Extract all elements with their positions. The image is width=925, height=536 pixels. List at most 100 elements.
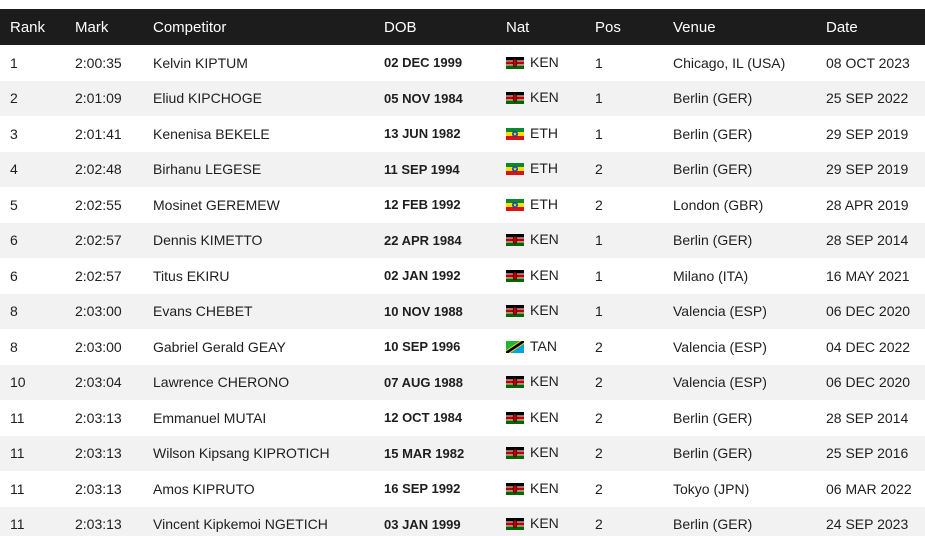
cell-mark: 2:03:00: [75, 303, 122, 320]
table-row[interactable]: 2 2:01:09 Eliud KIPCHOGE 05 NOV 1984 KEN 1 Ber…: [0, 80, 925, 116]
cell-mark: 2:02:55: [75, 196, 122, 213]
table-row[interactable]: 11 2:03:13 Wilson Kipsang KIPROTICH 15 MAR …: [0, 435, 925, 471]
cell-date: 24 SEP 2023: [826, 516, 909, 533]
cell-rank: 10: [10, 374, 26, 391]
header-pos[interactable]: Pos: [595, 18, 621, 36]
cell-competitor[interactable]: Vincent Kipkemoi NGETICH: [153, 516, 328, 533]
table-row[interactable]: 8 2:03:00 Evans CHEBET 10 NOV 1988 KEN 1 Valen…: [0, 293, 925, 329]
cell-mark: 2:01:09: [75, 90, 122, 107]
nat-wrap: KEN: [506, 231, 559, 247]
nat-code: ETH: [530, 195, 558, 212]
cell-pos: 1: [595, 232, 603, 249]
table-row[interactable]: 8 2:03:00 Gabriel Gerald GEAY 10 SEP 1996 TA…: [0, 329, 925, 365]
cell-pos: 2: [595, 196, 603, 213]
cell-rank: 1: [10, 54, 18, 71]
cell-competitor[interactable]: Kelvin KIPTUM: [153, 54, 248, 71]
ethiopia-flag-icon: [506, 127, 524, 140]
cell-venue: Valencia (ESP): [673, 374, 767, 391]
cell-rank: 3: [10, 125, 18, 142]
cell-competitor[interactable]: Mosinet GEREMEW: [153, 196, 280, 213]
table-row[interactable]: 11 2:03:13 Vincent Kipkemoi NGETICH 03 JAN …: [0, 506, 925, 536]
header-competitor[interactable]: Competitor: [153, 18, 227, 36]
nat-wrap: KEN: [506, 373, 559, 389]
header-rank[interactable]: Rank: [10, 18, 46, 36]
table-row[interactable]: 3 2:01:41 Kenenisa BEKELE 13 JUN 1982 ETH 1 Be…: [0, 116, 925, 152]
cell-competitor[interactable]: Dennis KIMETTO: [153, 232, 263, 249]
cell-competitor[interactable]: Kenenisa BEKELE: [153, 125, 270, 142]
cell-competitor[interactable]: Evans CHEBET: [153, 303, 253, 320]
header-nat[interactable]: Nat: [506, 18, 530, 36]
cell-competitor[interactable]: Emmanuel MUTAI: [153, 409, 267, 426]
kenya-flag-icon: [506, 304, 524, 318]
cell-dob: 07 AUG 1988: [384, 374, 464, 390]
table-row[interactable]: 11 2:03:13 Emmanuel MUTAI 12 OCT 1984 KEN 2 Be…: [0, 400, 925, 436]
cell-pos: 2: [595, 409, 603, 426]
table-body: 1 2:00:35 Kelvin KIPTUM 02 DEC 1999 KEN 1 Chic…: [0, 45, 925, 536]
cell-venue: Berlin (GER): [673, 232, 753, 249]
cell-date: 25 SEP 2016: [826, 445, 909, 462]
cell-date: 28 SEP 2014: [826, 232, 909, 249]
nat-wrap: TAN: [506, 338, 557, 354]
nat-code: KEN: [530, 479, 559, 496]
table-row[interactable]: 11 2:03:13 Amos KIPRUTO 16 SEP 1992 KEN 2 Toky…: [0, 471, 925, 507]
cell-venue: Berlin (GER): [673, 161, 753, 178]
nat-code: ETH: [530, 124, 558, 141]
cell-mark: 2:03:13: [75, 516, 122, 533]
cell-nat: KEN: [506, 365, 595, 401]
kenya-flag-icon: [506, 375, 524, 389]
header-dob[interactable]: DOB: [384, 18, 417, 36]
nat-wrap: KEN: [506, 444, 559, 460]
header-date[interactable]: Date: [826, 18, 858, 36]
table-header: Rank Mark Competitor DOB Nat Pos Venue D…: [0, 9, 925, 45]
cell-venue: Berlin (GER): [673, 409, 753, 426]
cell-venue: Valencia (ESP): [673, 338, 767, 355]
cell-pos: 1: [595, 303, 603, 320]
table-row[interactable]: 5 2:02:55 Mosinet GEREMEW 12 FEB 1992 ETH 2 Lo…: [0, 187, 925, 223]
kenya-flag-icon: [506, 446, 524, 460]
cell-venue: Berlin (GER): [673, 125, 753, 142]
cell-competitor[interactable]: Eliud KIPCHOGE: [153, 90, 262, 107]
nat-code: KEN: [530, 53, 559, 70]
table-row[interactable]: 6 2:02:57 Dennis KIMETTO 22 APR 1984 KEN 1 Ber…: [0, 222, 925, 259]
cell-rank: 8: [10, 303, 18, 320]
header-venue[interactable]: Venue: [673, 18, 716, 36]
nat-code: KEN: [530, 302, 559, 319]
cell-dob: 16 SEP 1992: [384, 481, 461, 497]
cell-mark: 2:02:48: [75, 161, 122, 178]
header-mark[interactable]: Mark: [75, 18, 109, 36]
nat-wrap: KEN: [506, 480, 559, 496]
cell-dob: 22 APR 1984: [384, 232, 462, 248]
table-row[interactable]: 10 2:03:04 Lawrence CHERONO 07 AUG 1988 KEN 2…: [0, 364, 925, 401]
table-row[interactable]: 6 2:02:57 Titus EKIRU 02 JAN 1992 KEN 1 Milano…: [0, 258, 925, 294]
cell-dob: 02 DEC 1999: [384, 55, 463, 71]
cell-competitor[interactable]: Wilson Kipsang KIPROTICH: [153, 445, 330, 462]
table-row[interactable]: 4 2:02:48 Birhanu LEGESE 11 SEP 1994 ETH 2 Ber…: [0, 151, 925, 187]
cell-competitor[interactable]: Gabriel Gerald GEAY: [153, 338, 286, 355]
nat-wrap: KEN: [506, 54, 559, 70]
cell-rank: 11: [10, 480, 25, 497]
cell-nat: KEN: [506, 258, 595, 294]
cell-mark: 2:03:04: [75, 374, 122, 391]
cell-nat: KEN: [506, 223, 595, 259]
nat-code: KEN: [530, 408, 559, 425]
nat-wrap: KEN: [506, 515, 559, 531]
nat-code: KEN: [530, 515, 559, 532]
kenya-flag-icon: [506, 517, 524, 531]
cell-pos: 1: [595, 267, 603, 284]
cell-pos: 1: [595, 125, 603, 142]
table-row[interactable]: 1 2:00:35 Kelvin KIPTUM 02 DEC 1999 KEN 1 Chic…: [0, 45, 925, 81]
nat-wrap: KEN: [506, 302, 559, 318]
cell-competitor[interactable]: Lawrence CHERONO: [153, 374, 290, 391]
cell-venue: London (GBR): [673, 196, 764, 213]
nat-wrap: KEN: [506, 409, 559, 425]
cell-nat: KEN: [506, 400, 595, 436]
cell-venue: Berlin (GER): [673, 445, 753, 462]
cell-rank: 11: [10, 516, 25, 533]
cell-nat: ETH: [506, 187, 595, 223]
cell-competitor[interactable]: Amos KIPRUTO: [153, 480, 255, 497]
cell-venue: Valencia (ESP): [673, 303, 767, 320]
cell-venue: Tokyo (JPN): [673, 480, 750, 497]
cell-competitor[interactable]: Titus EKIRU: [153, 267, 230, 284]
cell-competitor[interactable]: Birhanu LEGESE: [153, 161, 262, 178]
nat-wrap: KEN: [506, 89, 559, 105]
